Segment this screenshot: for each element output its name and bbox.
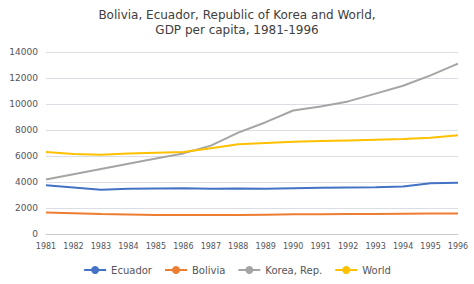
svg-text:1994: 1994: [393, 242, 413, 251]
svg-text:1984: 1984: [118, 242, 138, 251]
svg-text:GDP per capita, 1981-1996: GDP per capita, 1981-1996: [155, 23, 318, 37]
svg-text:2000: 2000: [15, 203, 38, 213]
svg-text:1985: 1985: [146, 242, 166, 251]
svg-text:1992: 1992: [338, 242, 358, 251]
svg-text:6000: 6000: [15, 151, 38, 161]
svg-text:14000: 14000: [9, 47, 38, 57]
svg-text:1996: 1996: [448, 242, 468, 251]
svg-text:0: 0: [32, 229, 38, 239]
svg-text:1991: 1991: [310, 242, 330, 251]
svg-text:Bolivia, Ecuador, Republic of: Bolivia, Ecuador, Republic of Korea and …: [98, 8, 375, 22]
svg-text:1990: 1990: [283, 242, 303, 251]
svg-text:1986: 1986: [173, 242, 193, 251]
svg-text:1993: 1993: [365, 242, 385, 251]
svg-text:Bolivia: Bolivia: [192, 265, 225, 276]
svg-text:8000: 8000: [15, 125, 38, 135]
svg-text:1981: 1981: [36, 242, 56, 251]
svg-text:1982: 1982: [63, 242, 83, 251]
svg-text:1988: 1988: [228, 242, 248, 251]
svg-text:Ecuador: Ecuador: [111, 265, 153, 276]
svg-text:1987: 1987: [201, 242, 221, 251]
svg-text:World: World: [362, 265, 391, 276]
svg-text:1989: 1989: [256, 242, 276, 251]
svg-text:1995: 1995: [420, 242, 440, 251]
svg-text:10000: 10000: [9, 99, 38, 109]
svg-text:12000: 12000: [9, 73, 38, 83]
svg-text:1983: 1983: [91, 242, 111, 251]
svg-text:Korea, Rep.: Korea, Rep.: [265, 265, 322, 276]
svg-text:4000: 4000: [15, 177, 38, 187]
